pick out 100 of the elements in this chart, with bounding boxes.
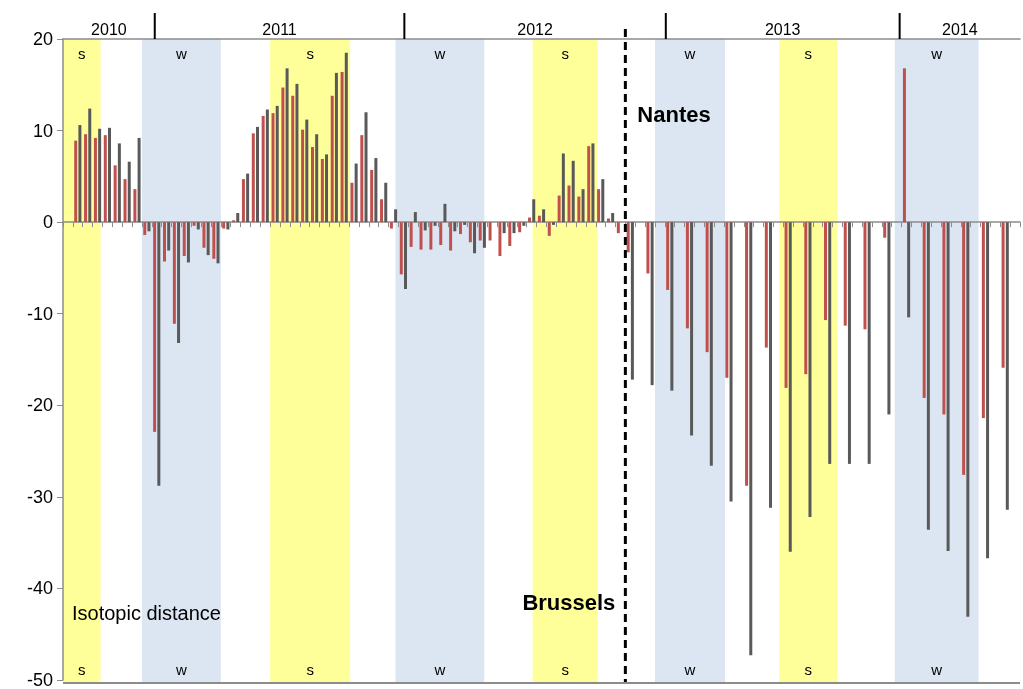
bar bbox=[315, 134, 319, 223]
bar bbox=[508, 222, 512, 246]
bar bbox=[551, 222, 555, 225]
bar bbox=[922, 222, 926, 398]
bar bbox=[542, 209, 546, 223]
text: 2012 bbox=[517, 20, 553, 38]
bar bbox=[498, 222, 502, 257]
bar bbox=[255, 126, 259, 223]
bar bbox=[646, 222, 650, 274]
bar bbox=[380, 199, 384, 223]
bar bbox=[334, 72, 338, 223]
bar bbox=[325, 154, 329, 223]
bar bbox=[522, 222, 526, 226]
annotation: s bbox=[804, 44, 813, 62]
bar bbox=[749, 222, 753, 656]
bar bbox=[389, 222, 393, 229]
bar bbox=[226, 222, 230, 230]
bar bbox=[729, 222, 733, 502]
bar bbox=[127, 161, 131, 223]
bar bbox=[597, 189, 601, 223]
bar bbox=[285, 68, 289, 223]
bar bbox=[241, 179, 245, 223]
bar bbox=[88, 108, 92, 223]
bar bbox=[275, 105, 279, 223]
bar bbox=[745, 222, 749, 486]
bar bbox=[350, 182, 354, 223]
bar bbox=[887, 222, 891, 415]
bar bbox=[463, 222, 467, 225]
bar bbox=[725, 222, 729, 378]
bar bbox=[93, 137, 97, 223]
bar bbox=[488, 222, 492, 241]
bar bbox=[670, 222, 674, 391]
annotation: s bbox=[804, 660, 813, 678]
annotation: w bbox=[683, 44, 696, 62]
bar bbox=[295, 83, 299, 223]
bar bbox=[630, 222, 634, 380]
bar bbox=[374, 158, 378, 223]
bar bbox=[133, 189, 137, 223]
bar bbox=[394, 209, 398, 223]
bar bbox=[413, 212, 417, 223]
bar bbox=[601, 179, 605, 223]
bar bbox=[962, 222, 966, 475]
bar bbox=[301, 129, 305, 223]
annotation: w bbox=[433, 44, 446, 62]
y-tick-label: -20 bbox=[26, 395, 53, 416]
annotation: s bbox=[561, 660, 569, 678]
bar bbox=[478, 222, 482, 241]
bar bbox=[611, 212, 615, 223]
annotation: w bbox=[433, 660, 446, 678]
bar bbox=[685, 222, 689, 329]
bar bbox=[567, 185, 571, 223]
annotation: s bbox=[561, 44, 569, 62]
bar bbox=[113, 165, 117, 223]
bar bbox=[429, 222, 433, 250]
bar bbox=[281, 87, 285, 223]
bar bbox=[512, 222, 516, 234]
bar bbox=[246, 173, 250, 223]
bar bbox=[360, 135, 364, 223]
bar bbox=[981, 222, 985, 419]
bar bbox=[370, 169, 374, 223]
bar bbox=[502, 222, 506, 234]
bar bbox=[74, 140, 78, 223]
bar bbox=[863, 222, 867, 330]
bar bbox=[78, 125, 82, 223]
bar bbox=[310, 147, 314, 223]
bar bbox=[591, 143, 595, 223]
bar bbox=[103, 135, 107, 223]
bar bbox=[883, 222, 887, 238]
bar bbox=[518, 222, 522, 233]
annotation: w bbox=[930, 660, 943, 678]
bar bbox=[616, 222, 620, 234]
bar bbox=[468, 222, 472, 243]
bar bbox=[98, 128, 102, 223]
y-tick-label: -30 bbox=[26, 486, 53, 507]
y-tick-label: -40 bbox=[26, 578, 53, 599]
y-tick-label: 10 bbox=[32, 120, 53, 141]
bar bbox=[423, 222, 427, 231]
bar bbox=[384, 182, 388, 223]
bar bbox=[399, 222, 403, 275]
bar bbox=[291, 95, 295, 223]
bar bbox=[547, 222, 551, 236]
bar bbox=[403, 222, 407, 289]
bar bbox=[784, 222, 788, 388]
bar bbox=[251, 133, 255, 223]
bar bbox=[942, 222, 946, 415]
bar bbox=[137, 137, 141, 223]
annotation: s bbox=[306, 660, 314, 678]
bar bbox=[709, 222, 713, 466]
bar bbox=[907, 222, 911, 318]
bar bbox=[764, 222, 768, 348]
bar bbox=[808, 222, 812, 517]
annotation: Isotopic distance bbox=[72, 602, 221, 625]
y-tick-label: 0 bbox=[42, 212, 53, 233]
bar bbox=[340, 71, 344, 223]
bar bbox=[581, 189, 585, 223]
bar bbox=[690, 222, 694, 436]
bar bbox=[236, 212, 240, 223]
bar bbox=[409, 222, 413, 247]
bar bbox=[532, 199, 536, 223]
bar bbox=[537, 215, 541, 223]
